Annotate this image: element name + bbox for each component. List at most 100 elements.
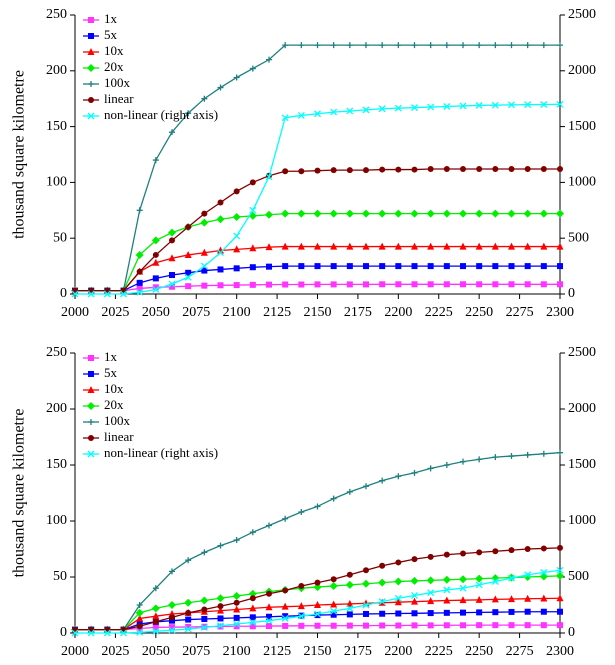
marker bbox=[168, 626, 176, 634]
marker bbox=[330, 576, 337, 583]
marker bbox=[459, 209, 467, 218]
legend-label: 1x bbox=[104, 349, 118, 364]
y2-tick-label: 2500 bbox=[568, 7, 596, 22]
marker bbox=[427, 103, 435, 111]
marker bbox=[200, 596, 209, 605]
marker bbox=[460, 458, 466, 465]
marker bbox=[151, 236, 160, 245]
marker bbox=[249, 614, 256, 621]
x-tick-label: 2300 bbox=[546, 305, 574, 320]
marker bbox=[152, 275, 159, 282]
marker bbox=[508, 101, 515, 109]
x-tick-label: 2250 bbox=[465, 305, 493, 320]
marker bbox=[345, 580, 354, 589]
marker bbox=[427, 42, 434, 49]
marker bbox=[362, 209, 370, 218]
marker bbox=[427, 589, 435, 597]
marker bbox=[201, 210, 208, 217]
x-tick-label: 2075 bbox=[182, 644, 210, 659]
marker bbox=[169, 568, 175, 575]
marker bbox=[185, 557, 192, 564]
x-tick-label: 2025 bbox=[101, 644, 129, 659]
marker bbox=[249, 623, 256, 630]
marker bbox=[330, 167, 337, 174]
marker bbox=[556, 209, 564, 218]
legend-label: linear bbox=[104, 429, 134, 444]
marker bbox=[524, 281, 531, 288]
marker bbox=[363, 281, 369, 288]
marker bbox=[540, 281, 547, 288]
legend-label: 100x bbox=[104, 413, 131, 428]
marker bbox=[201, 267, 208, 274]
marker bbox=[297, 242, 305, 250]
marker bbox=[460, 622, 466, 629]
marker bbox=[314, 503, 321, 510]
marker bbox=[443, 166, 450, 173]
marker bbox=[363, 622, 369, 629]
marker bbox=[217, 199, 224, 206]
marker bbox=[282, 42, 289, 49]
marker bbox=[71, 290, 79, 298]
marker bbox=[362, 242, 370, 250]
marker bbox=[492, 548, 499, 555]
marker bbox=[492, 42, 499, 49]
marker bbox=[427, 263, 434, 270]
marker bbox=[507, 209, 516, 218]
legend-marker bbox=[88, 371, 94, 377]
x-tick-label: 2150 bbox=[304, 305, 332, 320]
marker bbox=[524, 42, 531, 49]
marker bbox=[363, 610, 369, 617]
marker bbox=[281, 242, 289, 250]
marker bbox=[184, 598, 193, 607]
marker bbox=[492, 454, 499, 461]
marker bbox=[475, 242, 483, 250]
marker bbox=[249, 179, 256, 186]
marker bbox=[557, 42, 563, 49]
marker bbox=[330, 622, 337, 629]
marker bbox=[556, 242, 564, 250]
marker bbox=[233, 620, 241, 628]
marker bbox=[539, 209, 548, 218]
marker bbox=[152, 585, 159, 592]
marker bbox=[169, 237, 175, 244]
legend-marker bbox=[88, 435, 94, 441]
marker bbox=[282, 281, 289, 288]
marker bbox=[282, 168, 289, 175]
marker bbox=[460, 609, 466, 616]
marker bbox=[185, 269, 192, 276]
marker bbox=[330, 281, 337, 288]
legend-label: 5x bbox=[104, 365, 118, 380]
marker bbox=[443, 586, 451, 594]
marker bbox=[168, 280, 176, 288]
marker bbox=[313, 209, 322, 218]
marker bbox=[168, 601, 176, 609]
marker bbox=[379, 477, 386, 484]
marker bbox=[508, 622, 515, 629]
marker bbox=[346, 263, 353, 270]
marker bbox=[168, 254, 176, 262]
marker bbox=[314, 242, 321, 250]
series bbox=[71, 242, 564, 294]
marker bbox=[169, 624, 175, 631]
marker bbox=[298, 263, 305, 270]
marker bbox=[523, 209, 532, 218]
series-line bbox=[75, 212, 560, 292]
marker bbox=[426, 209, 435, 218]
marker bbox=[411, 42, 418, 49]
marker bbox=[395, 42, 402, 49]
marker bbox=[492, 622, 499, 629]
marker bbox=[363, 483, 369, 490]
marker bbox=[71, 629, 79, 637]
marker bbox=[378, 209, 387, 218]
x-tick-label: 2225 bbox=[425, 644, 453, 659]
marker bbox=[411, 104, 418, 112]
marker bbox=[508, 453, 515, 460]
marker bbox=[524, 451, 531, 458]
marker bbox=[233, 537, 240, 544]
legend-marker bbox=[88, 17, 94, 23]
marker bbox=[556, 100, 564, 108]
marker bbox=[443, 103, 451, 110]
marker bbox=[136, 268, 143, 275]
y2-tick-label: 2000 bbox=[568, 401, 596, 416]
marker bbox=[411, 592, 418, 599]
